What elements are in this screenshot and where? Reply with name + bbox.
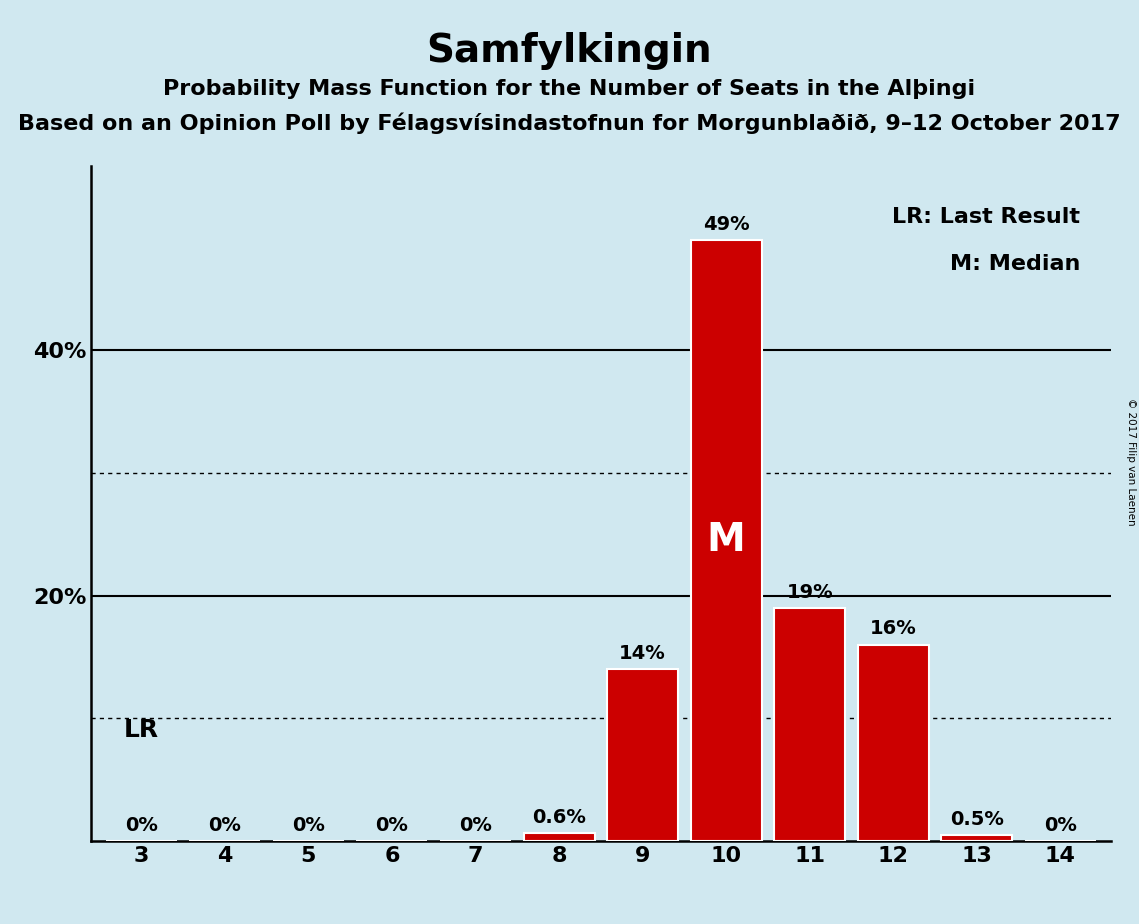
Bar xyxy=(941,834,1013,841)
Text: 0%: 0% xyxy=(208,816,241,834)
Text: 14%: 14% xyxy=(620,644,666,663)
Text: 16%: 16% xyxy=(870,619,917,638)
Text: LR: Last Result: LR: Last Result xyxy=(892,207,1080,226)
Bar xyxy=(690,240,762,841)
Text: 0.6%: 0.6% xyxy=(532,808,585,827)
Text: 0%: 0% xyxy=(376,816,409,834)
Bar xyxy=(607,669,678,841)
Text: Probability Mass Function for the Number of Seats in the Alþingi: Probability Mass Function for the Number… xyxy=(163,79,976,99)
Bar xyxy=(524,833,595,841)
Text: 0%: 0% xyxy=(125,816,157,834)
Text: M: Median: M: Median xyxy=(950,254,1080,274)
Text: 0.5%: 0.5% xyxy=(950,809,1003,829)
Text: 49%: 49% xyxy=(703,214,749,234)
Text: 0%: 0% xyxy=(1044,816,1076,834)
Text: 0%: 0% xyxy=(459,816,492,834)
Text: LR: LR xyxy=(124,719,158,743)
Text: Based on an Opinion Poll by Félagsvísindastofnun for Morgunblaðið, 9–12 October : Based on an Opinion Poll by Félagsvísind… xyxy=(18,113,1121,134)
Bar xyxy=(858,645,928,841)
Text: 19%: 19% xyxy=(786,583,833,602)
Bar xyxy=(775,608,845,841)
Text: © 2017 Filip van Laenen: © 2017 Filip van Laenen xyxy=(1126,398,1136,526)
Text: M: M xyxy=(707,521,746,559)
Text: 0%: 0% xyxy=(292,816,325,834)
Text: Samfylkingin: Samfylkingin xyxy=(427,32,712,70)
